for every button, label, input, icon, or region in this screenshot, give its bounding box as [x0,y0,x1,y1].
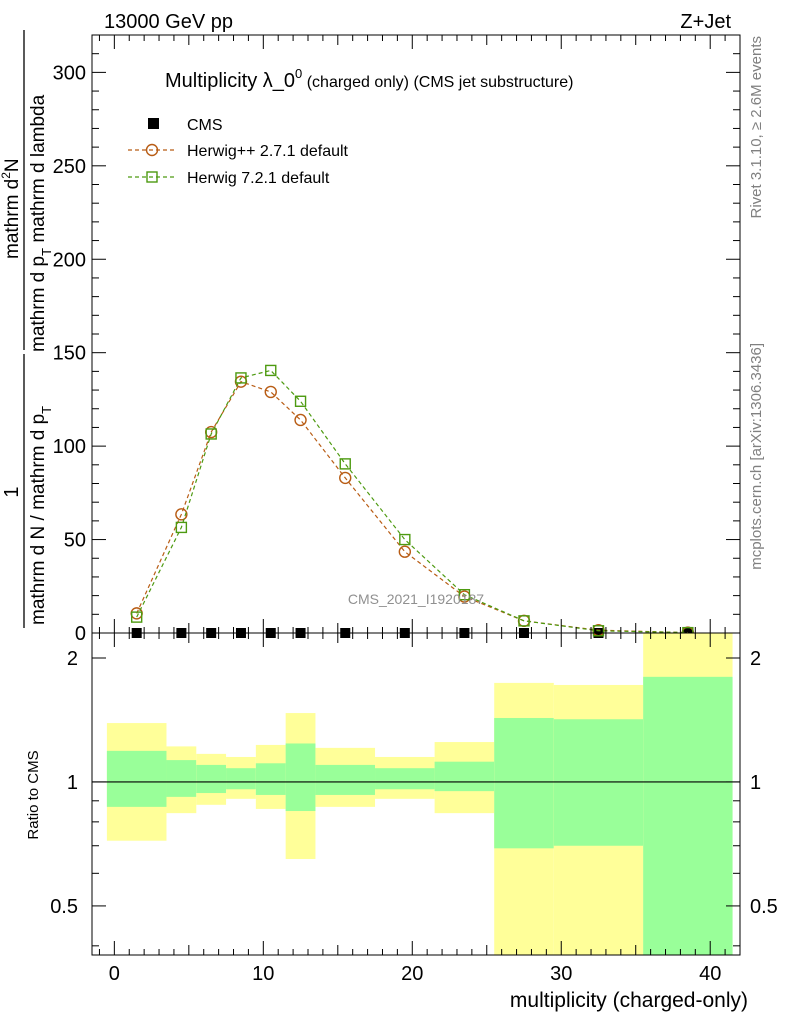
herwig7-point [592,625,605,637]
ratio-ytick-label-right: 2 [750,648,761,670]
series-line-2 [136,369,688,634]
ratio-band-inner [375,768,435,790]
ylabel-fraction1-denominator: mathrm d N / mathrm d pT [28,406,54,625]
ylabel-fraction1-denominator-sub: T [39,406,54,414]
ratio-ytick-label-right: 0.5 [750,896,778,918]
herwigpp-point [175,508,188,521]
ratio-band-inner [106,750,167,807]
ratio-ytick-label: 0.5 [50,896,78,918]
ylabel-fraction2-numerator: mathrm d2N [0,158,23,259]
main-ytick-label: 0 [75,623,86,645]
main-xaxis-ticks [98,35,726,633]
herwigpp-point [294,413,307,427]
herwig7-point [518,615,530,627]
legend-label-herwigpp: Herwig++ 2.7.1 default [187,143,349,160]
ratio-plot-frame [91,632,741,956]
herwig7-point [399,533,411,546]
herwigpp-point [339,471,352,485]
ylabel-fraction2-numerator-sup: 2 [0,172,13,179]
ratio-band-inner [315,764,376,795]
ratio-band-inner [494,717,554,849]
herwig7-point [294,395,307,407]
herwig7-point [339,458,351,470]
ylabel-fraction2-denominator-tail: mathrm d lambda [28,94,49,248]
legend-marker-cms [148,118,159,129]
ratio-band-inner [226,768,256,790]
ylabel-fraction2-numerator-tail: N [2,158,23,172]
chart-title-sup: 0 [295,66,302,81]
herwig7-point [235,372,247,384]
main-panel: 0 50 100 150 200 250 300 [53,34,741,645]
herwigpp-point [398,545,412,558]
ylabel-fraction2-denominator-sub: T [39,248,54,256]
ratio-ylabel: Ratio to CMS [25,750,42,839]
ratio-band-inner [285,743,316,812]
ylabel-fraction2-numerator-text: mathrm d [2,179,23,259]
main-ytick-label: 200 [53,249,86,271]
ratio-band-inner [255,763,286,795]
ratio-panel: 0.5 0.5 1 1 2 2 0 10 20 30 40 [50,632,778,985]
main-ytick-label: 100 [53,436,86,458]
header-left-label: 13000 GeV pp [104,11,233,33]
legend-label-herwig7: Herwig 7.2.1 default [187,170,330,187]
ratio-band-inner [643,676,733,955]
xtick-label: 20 [401,963,423,985]
legend-label-cms: CMS [187,117,223,134]
ylabel-fraction2-denominator: mathrm d pT mathrm d lambda [28,94,54,352]
main-ylabel: 1 mathrm d N / mathrm d pT mathrm d2N ma… [0,30,54,628]
mcplots-label: mcplots.cern.ch [arXiv:1306.3436] [748,343,765,570]
chart-title-tail: (charged only) (CMS jet substructure) [302,74,573,91]
ylabel-fraction2-denominator-text: mathrm d p [28,256,49,352]
main-ytick-label: 250 [53,156,86,178]
herwig7-point [265,364,277,377]
main-ytick-label: 50 [64,530,86,552]
chart-title-main: Multiplicity λ_0 [165,70,295,92]
ylabel-fraction1-denominator-text: mathrm d N / mathrm d p [28,414,49,625]
legend-marker-herwigpp [145,143,159,157]
herwig7-point [458,588,471,601]
ratio-yaxis-ticks: 0.5 0.5 1 1 2 2 [50,648,778,947]
analysis-watermark: CMS_2021_I1920187 [348,591,484,607]
ratio-bands-layer [106,633,733,955]
main-ytick-label: 150 [53,343,86,365]
legend: CMS Herwig++ 2.7.1 default Herwig 7.2.1 … [128,117,349,187]
xtick-label: 40 [699,963,721,985]
header-right-label: Z+Jet [680,11,731,33]
ratio-xaxis-ticks: 0 10 20 30 40 [98,633,726,985]
ylabel-fraction1-numerator: 1 [1,486,23,497]
main-ytick-label: 300 [53,62,86,84]
rivet-label: Rivet 3.1.10, ≥ 2.6M events [748,36,765,219]
legend-marker-herwig7 [146,171,158,183]
ratio-band-inner [166,760,197,797]
herwig7-point [205,428,217,440]
ratio-ytick-label: 2 [67,648,78,670]
ratio-band-inner [196,764,227,794]
xtick-label: 0 [109,963,120,985]
herwigpp-point [264,385,277,399]
ratio-ytick-label-right: 1 [750,772,761,794]
xtick-label: 30 [550,963,572,985]
herwig7-point [130,611,143,623]
ratio-xlabel: multiplicity (charged-only) [510,989,748,1012]
main-yaxis-ticks: 0 50 100 150 200 250 300 [53,53,740,645]
xtick-label: 10 [252,963,274,985]
chart-title: Multiplicity λ_00 (charged only) (CMS je… [165,66,573,92]
ratio-ytick-label: 1 [67,772,78,794]
herwig7-point [175,521,188,534]
ratio-band-inner [434,761,495,792]
